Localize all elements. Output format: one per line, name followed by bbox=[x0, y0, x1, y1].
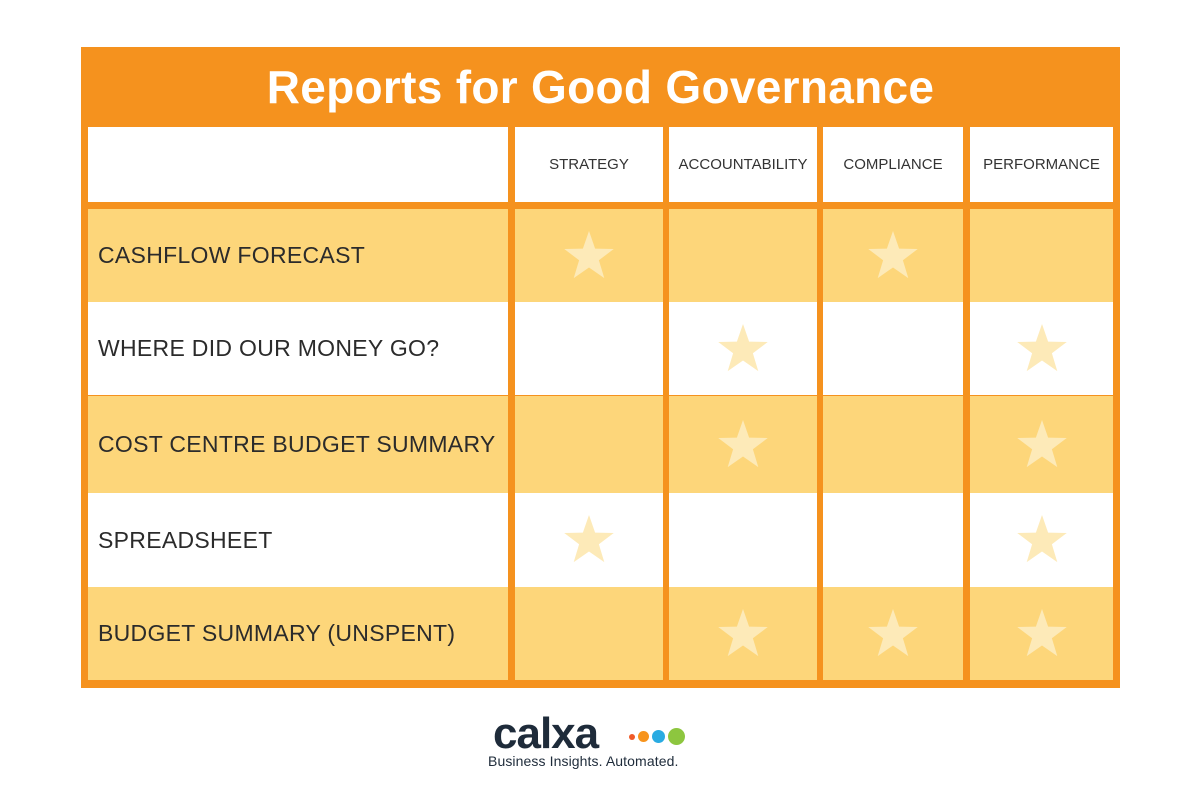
star-icon bbox=[1016, 515, 1067, 563]
mark-cell-performance bbox=[970, 493, 1113, 587]
column-header-compliance: COMPLIANCE bbox=[823, 127, 963, 202]
mark-cell-strategy bbox=[515, 209, 663, 302]
star-icon bbox=[1016, 419, 1067, 467]
row-label: COST CENTRE BUDGET SUMMARY bbox=[88, 396, 508, 493]
row-label: SPREADSHEET bbox=[88, 493, 508, 587]
star-icon bbox=[564, 230, 614, 278]
column-header-strategy: STRATEGY bbox=[515, 127, 663, 202]
mark-cell-accountability bbox=[669, 396, 817, 493]
star-icon bbox=[564, 515, 614, 563]
mark-cell-compliance bbox=[823, 493, 963, 587]
logo-dot-orange bbox=[638, 731, 649, 742]
star-icon bbox=[718, 323, 768, 371]
mark-cell-compliance bbox=[823, 302, 963, 395]
mark-cell-performance bbox=[970, 396, 1113, 493]
column-header-accountability: ACCOUNTABILITY bbox=[669, 127, 817, 202]
mark-cell-strategy bbox=[515, 302, 663, 395]
logo-wordmark: calxa bbox=[493, 709, 599, 758]
mark-cell-performance bbox=[970, 302, 1113, 395]
star-icon bbox=[718, 419, 768, 467]
mark-cell-compliance bbox=[823, 587, 963, 680]
mark-cell-strategy bbox=[515, 587, 663, 680]
logo-dot-blue bbox=[652, 730, 665, 743]
logo-dot-red bbox=[629, 734, 635, 740]
mark-cell-accountability bbox=[669, 493, 817, 587]
star-icon bbox=[718, 608, 768, 656]
star-icon bbox=[1016, 323, 1067, 371]
row-label: WHERE DID OUR MONEY GO? bbox=[88, 302, 508, 395]
mark-cell-accountability bbox=[669, 587, 817, 680]
mark-cell-compliance bbox=[823, 396, 963, 493]
logo-tagline: Business Insights. Automated. bbox=[488, 753, 679, 769]
mark-cell-strategy bbox=[515, 396, 663, 493]
star-icon bbox=[868, 230, 918, 278]
mark-cell-performance bbox=[970, 587, 1113, 680]
column-header-performance: PERFORMANCE bbox=[970, 127, 1113, 202]
header-corner-cell bbox=[88, 127, 508, 202]
mark-cell-performance bbox=[970, 209, 1113, 302]
mark-cell-accountability bbox=[669, 302, 817, 395]
row-label: CASHFLOW FORECAST bbox=[88, 209, 508, 302]
mark-cell-compliance bbox=[823, 209, 963, 302]
star-icon bbox=[868, 608, 918, 656]
star-icon bbox=[1016, 608, 1067, 656]
page-title: Reports for Good Governance bbox=[266, 61, 935, 113]
row-label: BUDGET SUMMARY (UNSPENT) bbox=[88, 587, 508, 680]
mark-cell-accountability bbox=[669, 209, 817, 302]
mark-cell-strategy bbox=[515, 493, 663, 587]
logo-dot-green bbox=[668, 728, 685, 745]
